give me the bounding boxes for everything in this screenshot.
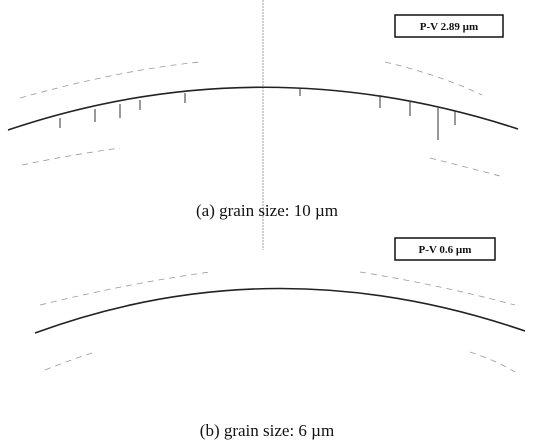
figure: P-V 2.89 µm (a) grain size: 10 µm P-V 0.… — [0, 0, 535, 446]
tolerance-line — [385, 62, 482, 95]
tolerance-line — [22, 148, 120, 165]
caption: (b) grain size: 6 µm — [200, 421, 334, 440]
tolerance-line — [40, 272, 210, 305]
surface-profile — [35, 288, 525, 333]
caption: (a) grain size: 10 µm — [196, 201, 338, 220]
defects — [60, 89, 455, 140]
panel-a: P-V 2.89 µm (a) grain size: 10 µm — [8, 0, 518, 250]
tolerance-line — [470, 352, 515, 372]
pv-label: P-V 0.6 µm — [419, 244, 472, 256]
pv-label: P-V 2.89 µm — [420, 21, 478, 33]
tolerance-line — [45, 352, 95, 370]
tolerance-line — [430, 158, 500, 176]
tolerance-line — [360, 272, 515, 305]
panel-b: P-V 0.6 µm (b) grain size: 6 µm — [35, 238, 525, 440]
